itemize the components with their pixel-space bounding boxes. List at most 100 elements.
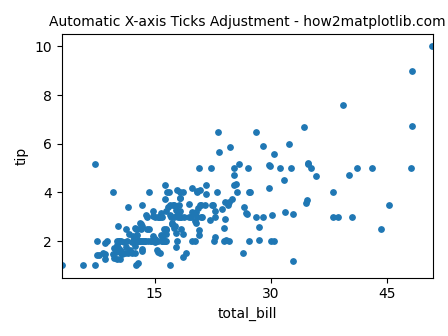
- Point: [155, 214, 162, 219]
- Point: [353, 165, 361, 171]
- Point: [117, 248, 124, 253]
- Point: [134, 233, 141, 238]
- Point: [281, 210, 289, 215]
- Point: [125, 205, 132, 210]
- Point: [233, 181, 240, 187]
- Point: [123, 239, 130, 244]
- Point: [155, 249, 162, 254]
- Point: [115, 246, 122, 251]
- Point: [115, 239, 122, 244]
- Point: [312, 173, 319, 179]
- Point: [167, 262, 174, 268]
- Point: [159, 214, 166, 219]
- Point: [150, 214, 157, 219]
- Point: [270, 151, 277, 156]
- Point: [101, 257, 108, 262]
- Point: [138, 226, 145, 232]
- Point: [286, 141, 293, 146]
- Point: [185, 214, 193, 219]
- Point: [195, 165, 202, 171]
- Point: [214, 129, 221, 134]
- Point: [142, 239, 149, 244]
- Point: [111, 245, 118, 250]
- Point: [214, 190, 221, 195]
- Point: [255, 225, 262, 230]
- Point: [121, 251, 129, 256]
- Point: [225, 199, 233, 205]
- Point: [408, 165, 415, 171]
- Point: [133, 239, 140, 244]
- Point: [157, 233, 164, 238]
- Point: [157, 210, 164, 216]
- Point: [304, 161, 311, 166]
- Point: [235, 162, 242, 167]
- Point: [197, 188, 204, 193]
- Point: [123, 226, 130, 232]
- Point: [151, 236, 158, 242]
- Point: [243, 211, 250, 216]
- Point: [137, 239, 144, 244]
- Y-axis label: tip: tip: [15, 147, 29, 165]
- Point: [244, 165, 251, 171]
- Point: [59, 263, 66, 268]
- Point: [136, 239, 143, 244]
- Point: [93, 239, 100, 244]
- Point: [226, 145, 233, 150]
- Point: [192, 218, 199, 223]
- Point: [211, 214, 218, 219]
- Point: [138, 239, 146, 244]
- Point: [129, 234, 136, 239]
- Point: [268, 212, 276, 217]
- Point: [113, 257, 120, 262]
- Point: [188, 185, 195, 191]
- Point: [174, 188, 181, 193]
- Point: [142, 239, 149, 244]
- Point: [176, 202, 183, 207]
- Point: [180, 190, 187, 195]
- Point: [190, 210, 198, 216]
- Point: [176, 196, 183, 201]
- Point: [154, 214, 161, 219]
- Point: [231, 165, 238, 171]
- Point: [303, 198, 310, 203]
- Point: [128, 251, 135, 256]
- Point: [131, 243, 138, 249]
- Point: [208, 202, 215, 208]
- Point: [220, 225, 228, 230]
- Point: [267, 239, 275, 244]
- Point: [109, 252, 116, 257]
- Point: [329, 190, 336, 195]
- Point: [197, 202, 204, 207]
- Point: [177, 196, 184, 201]
- Point: [180, 231, 187, 236]
- Point: [136, 239, 143, 244]
- Point: [101, 251, 108, 256]
- Point: [121, 239, 128, 244]
- Point: [155, 238, 162, 243]
- Point: [215, 150, 223, 155]
- Point: [149, 234, 156, 239]
- Point: [218, 207, 225, 212]
- Point: [110, 255, 117, 260]
- Point: [329, 214, 336, 219]
- Point: [225, 202, 232, 208]
- Point: [91, 162, 99, 167]
- Point: [137, 220, 144, 225]
- Point: [211, 208, 218, 213]
- Point: [289, 211, 297, 217]
- Point: [409, 68, 416, 74]
- Point: [169, 202, 176, 207]
- Point: [173, 245, 180, 250]
- Point: [165, 190, 172, 195]
- Point: [167, 214, 174, 219]
- Point: [271, 239, 278, 244]
- Point: [179, 254, 186, 259]
- Point: [199, 214, 206, 219]
- Point: [131, 251, 138, 256]
- Point: [186, 202, 193, 207]
- Point: [168, 220, 176, 226]
- Point: [156, 214, 164, 219]
- Point: [125, 231, 133, 236]
- Point: [156, 251, 164, 256]
- Point: [195, 227, 202, 233]
